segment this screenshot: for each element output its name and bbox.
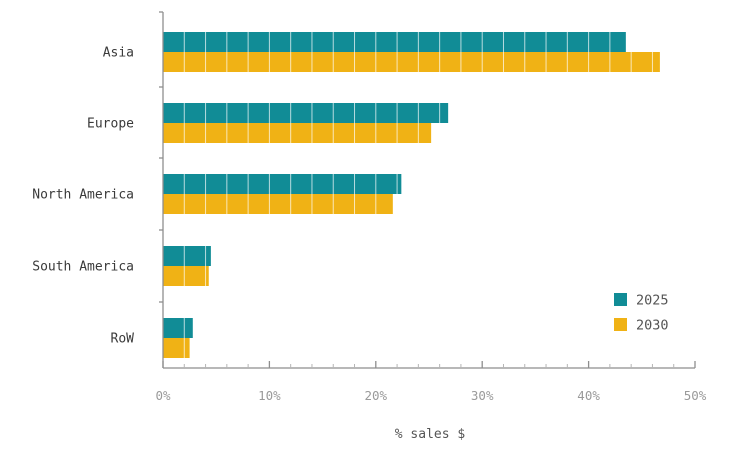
bar-segments-north-america-2025 xyxy=(183,174,398,194)
axes-layer xyxy=(159,11,696,369)
bar-segments-asia-2030 xyxy=(183,52,653,72)
bar-north-america-2025 xyxy=(163,174,402,194)
bar-asia-2030 xyxy=(163,52,660,72)
bar-row-2030 xyxy=(163,338,190,358)
legend-swatch xyxy=(614,293,627,306)
bar-asia-2025 xyxy=(163,32,626,52)
bar-south-america-2025 xyxy=(163,246,211,266)
bar-segments-north-america-2030 xyxy=(183,194,377,214)
bar-segments-south-america-2030 xyxy=(183,266,207,286)
x-tick-label: 40% xyxy=(577,388,600,403)
bar-segments-europe-2025 xyxy=(183,103,441,123)
legend-label: 2030 xyxy=(636,318,669,334)
bar-europe-2030 xyxy=(163,123,432,143)
category-label-north-america: North America xyxy=(32,188,134,203)
bar-north-america-2030 xyxy=(163,194,393,214)
category-label-asia: Asia xyxy=(103,46,134,61)
x-tick-label: 50% xyxy=(684,388,707,403)
legend-item-2030: 2030 xyxy=(614,318,669,334)
bars-layer xyxy=(163,32,660,358)
labels-layer: Asia Europe North America South America RoW 0… xyxy=(32,46,707,404)
bar-europe-2025 xyxy=(163,103,449,123)
x-axis-title: % sales $ xyxy=(395,427,466,442)
bar-segments-south-america-2025 xyxy=(183,246,207,266)
category-label-europe: Europe xyxy=(87,117,134,132)
legend-item-2025: 2025 xyxy=(614,293,669,309)
category-label-row: RoW xyxy=(111,332,135,347)
bar-row-2025 xyxy=(163,318,193,338)
x-tick-label: 10% xyxy=(258,388,281,403)
category-label-south-america: South America xyxy=(32,260,134,275)
x-tick-label: 20% xyxy=(365,388,388,403)
x-tick-label: 30% xyxy=(471,388,494,403)
legend-label: 2025 xyxy=(636,293,669,309)
legend-swatch xyxy=(614,318,627,331)
bar-segments-asia-2025 xyxy=(183,32,611,52)
x-tick-label: 0% xyxy=(155,388,171,403)
bar-south-america-2030 xyxy=(163,266,209,286)
bar-segments-europe-2030 xyxy=(183,123,419,143)
legend: 2025 2030 xyxy=(614,293,669,334)
